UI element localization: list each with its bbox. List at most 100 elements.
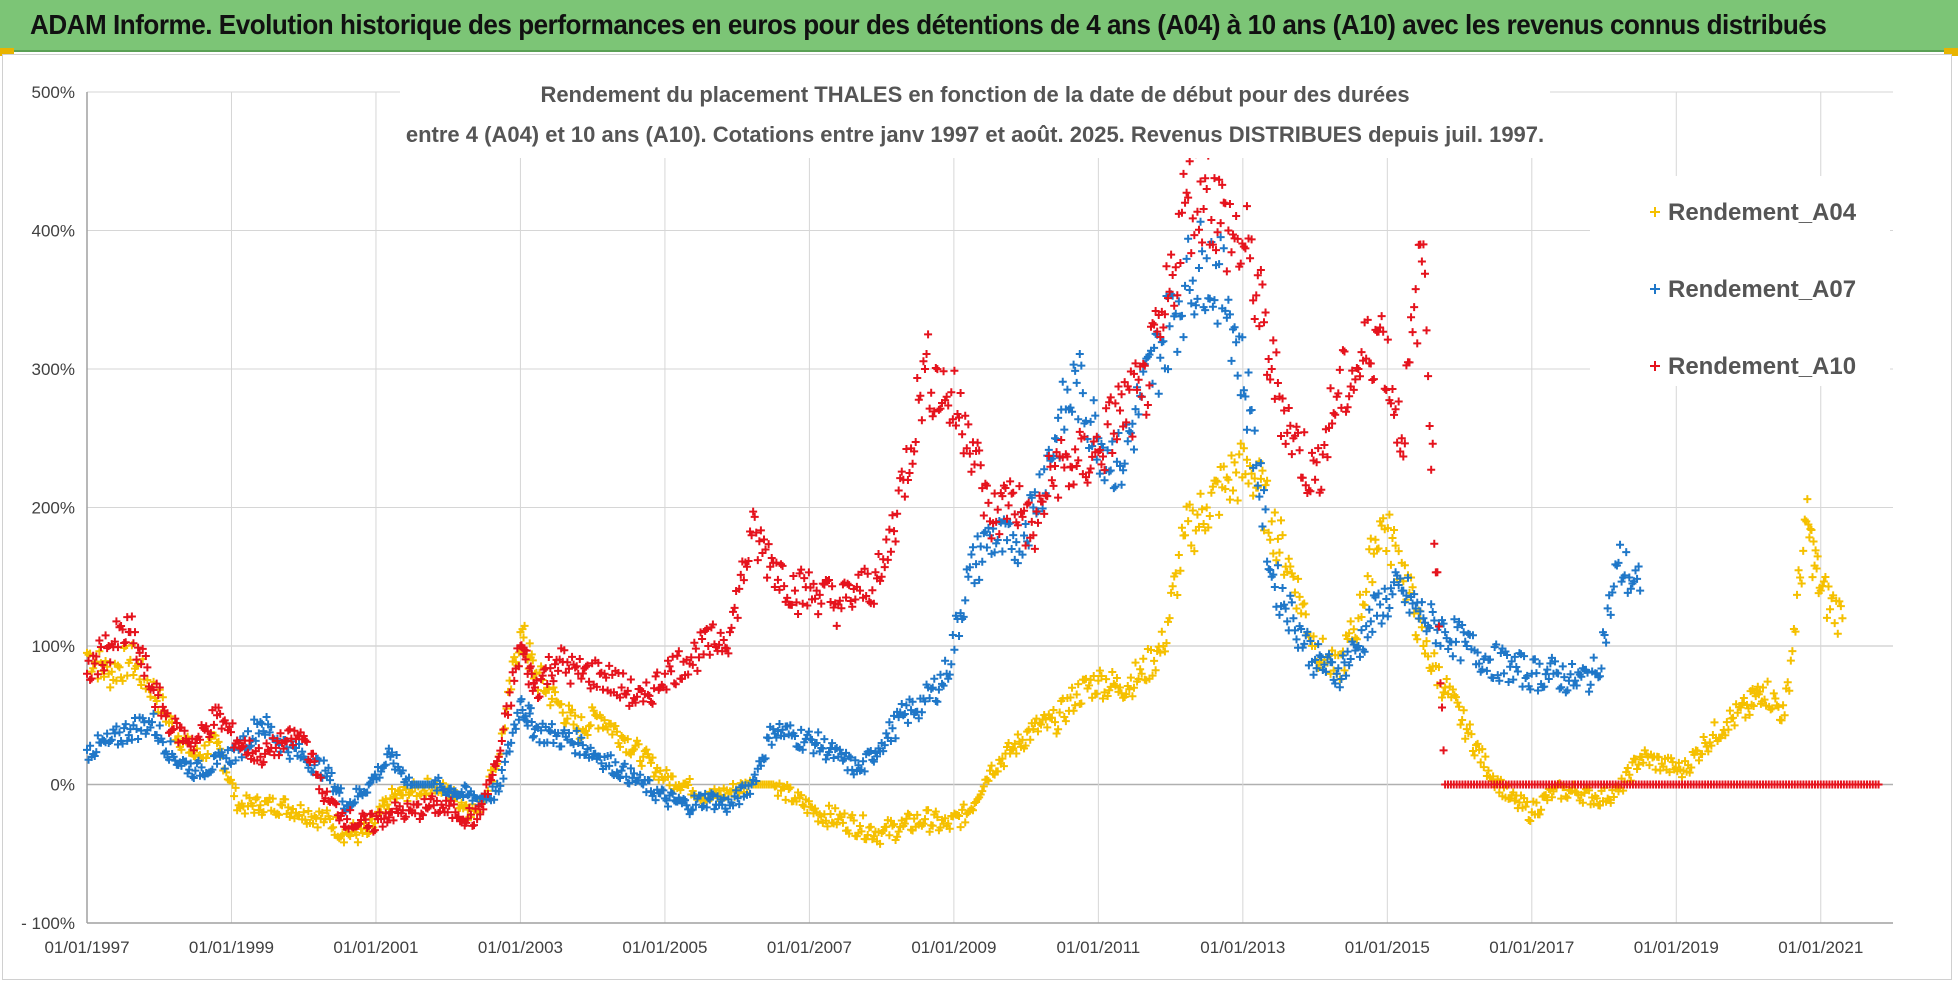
data-point-fill <box>583 661 592 670</box>
data-point <box>855 822 864 831</box>
data-point-fill <box>1066 693 1075 702</box>
data-point-fill <box>568 652 577 661</box>
data-point-fill <box>832 820 841 829</box>
data-point-fill <box>1380 384 1389 393</box>
data-point-fill <box>1170 301 1179 310</box>
data-point-fill <box>262 713 271 721</box>
data-point-fill <box>851 756 860 765</box>
data-point-fill <box>1074 415 1083 424</box>
data-point-fill <box>1736 703 1745 712</box>
data-point-fill <box>993 505 1002 514</box>
data-point-fill <box>944 401 953 410</box>
data-point-fill <box>101 656 110 665</box>
data-point-fill <box>457 788 466 797</box>
data-point-fill <box>1760 695 1769 704</box>
data-point-fill <box>1074 680 1083 689</box>
data-point-fill <box>1568 659 1577 668</box>
data-point <box>812 586 821 595</box>
data-point-fill <box>968 543 977 552</box>
data-point-fill <box>279 744 288 753</box>
data-point-fill <box>925 404 934 413</box>
data-point-fill <box>828 582 837 591</box>
data-point-fill <box>194 756 203 765</box>
data-point-fill <box>1371 535 1380 544</box>
data-point-fill <box>349 799 358 808</box>
data-point-fill <box>488 770 497 779</box>
data-point-fill <box>1473 739 1482 748</box>
data-point-fill <box>866 822 875 831</box>
data-point-fill <box>1261 308 1270 317</box>
data-point-fill <box>696 791 705 800</box>
data-point-fill <box>226 728 235 737</box>
data-point-fill <box>1431 639 1440 648</box>
data-point-fill <box>132 725 141 734</box>
data-point-fill <box>1685 768 1694 777</box>
data-point-fill <box>551 688 560 697</box>
data-point-fill <box>1325 650 1334 659</box>
data-point-fill <box>1021 741 1030 750</box>
data-point-fill <box>106 658 115 667</box>
data-point-fill <box>886 547 895 556</box>
data-point-fill <box>1425 624 1434 633</box>
data-point <box>704 794 713 803</box>
data-point-fill <box>1205 512 1214 521</box>
data-point-fill <box>369 827 378 836</box>
data-point-fill <box>1273 561 1282 570</box>
data-point-fill <box>967 804 976 813</box>
data-point-fill <box>832 621 841 630</box>
data-point-fill <box>749 507 758 516</box>
data-point-fill <box>1342 671 1351 680</box>
data-point-fill <box>1194 225 1203 234</box>
data-point-fill <box>775 720 784 729</box>
data-point-fill <box>577 733 586 742</box>
data-point-fill <box>673 651 682 660</box>
data-point-fill <box>1804 520 1813 529</box>
title-banner: ADAM Informe. Evolution historique des p… <box>0 0 1958 52</box>
data-point-fill <box>934 685 943 694</box>
data-point <box>1311 475 1320 484</box>
data-point <box>429 801 438 810</box>
data-point-fill <box>742 562 751 571</box>
data-point-fill <box>1388 590 1397 599</box>
data-point-fill <box>685 774 694 783</box>
data-point-fill <box>1154 389 1163 398</box>
data-point-fill <box>589 706 598 715</box>
data-point-fill <box>674 647 683 656</box>
data-point-fill <box>1242 202 1251 211</box>
data-point-fill <box>1009 531 1018 540</box>
data-point-fill <box>578 741 587 750</box>
data-point-fill <box>1301 610 1310 619</box>
data-point-fill <box>1047 476 1056 485</box>
data-point-fill <box>123 736 132 745</box>
data-point-fill <box>759 535 768 544</box>
data-point-fill <box>1721 731 1730 740</box>
data-point-fill <box>497 736 506 745</box>
data-point-fill <box>928 683 937 692</box>
data-point-fill <box>1391 541 1400 550</box>
data-point-fill <box>1194 263 1203 272</box>
data-point-fill <box>1639 758 1648 767</box>
data-point-fill <box>1204 523 1213 532</box>
data-point-fill <box>1334 389 1343 398</box>
data-point-fill <box>1738 699 1747 708</box>
data-point-fill <box>138 644 147 653</box>
data-point-fill <box>930 407 939 416</box>
data-point-fill <box>92 748 101 757</box>
data-point-fill <box>1208 302 1217 311</box>
data-point-fill <box>1006 477 1015 486</box>
data-point-fill <box>1182 254 1191 263</box>
data-point <box>473 815 482 824</box>
data-point-fill <box>1779 701 1788 710</box>
data-point <box>1289 614 1298 623</box>
data-point-fill <box>1309 632 1318 641</box>
data-point-fill <box>1357 348 1366 357</box>
data-point-fill <box>931 807 940 816</box>
data-point-fill <box>1215 175 1224 184</box>
data-point-fill <box>375 808 384 817</box>
data-point <box>213 738 222 747</box>
data-point-fill <box>1434 622 1443 631</box>
data-point-fill <box>1622 548 1631 557</box>
data-point-fill <box>1623 763 1632 772</box>
data-point <box>855 586 864 595</box>
data-point-fill <box>1128 419 1137 428</box>
